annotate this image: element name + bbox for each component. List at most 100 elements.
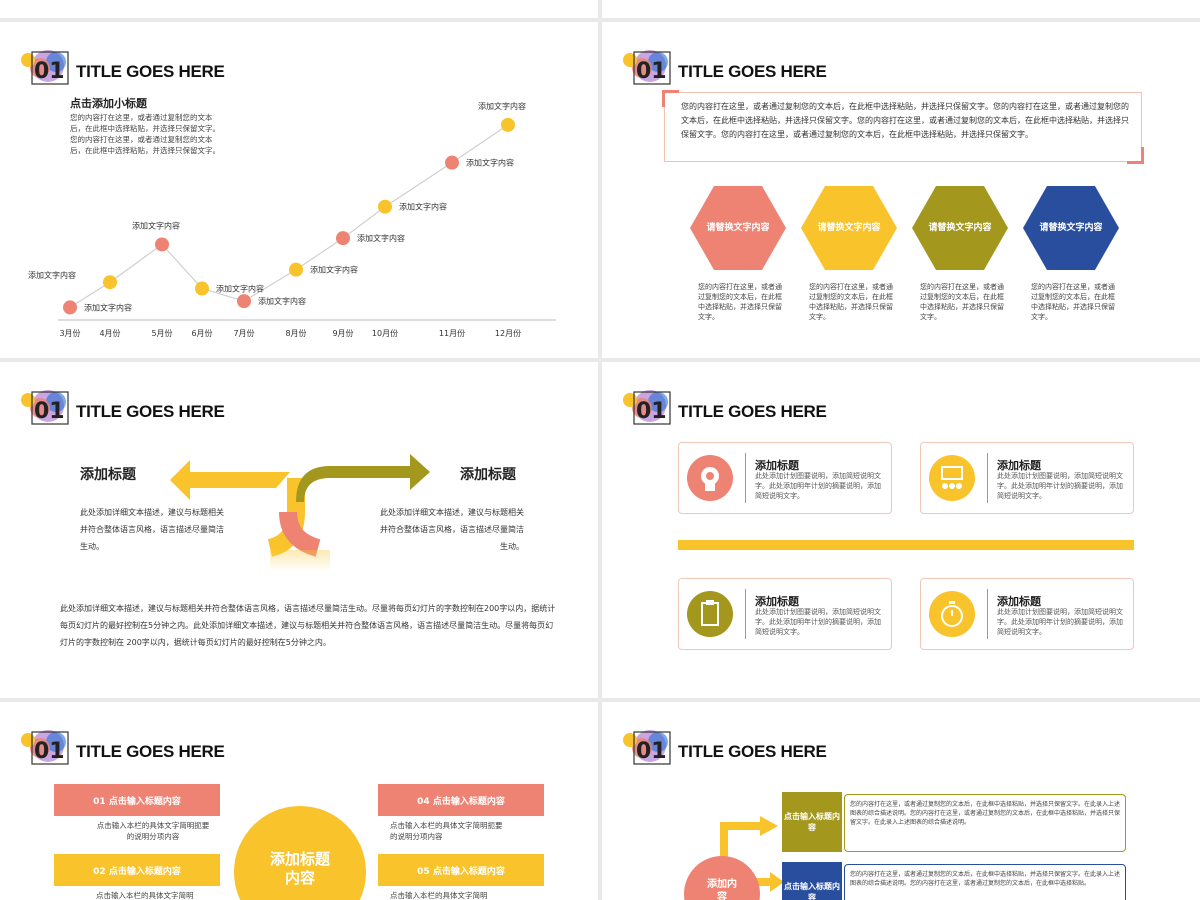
- card-body: 此处添加计划图要说明，添加简短说明文字。此处添加明年计划的摘要说明，添加简短说明…: [755, 608, 881, 636]
- data-point: [289, 262, 303, 277]
- series-line: [69, 124, 509, 308]
- x-tick-label: 9月份: [332, 328, 353, 338]
- frame-corner-tl: [662, 90, 679, 107]
- hexagon-desc-1: 您的内容打在这里，或者通过复制您的文本后，在此框中选择粘贴，并选择只保留文字。: [698, 283, 782, 321]
- card-body: 此处添加计划图要说明，添加简短说明文字。此处添加明年计划的摘要说明，添加简短说明…: [997, 472, 1123, 500]
- slide-title: TITLE GOES HERE: [678, 402, 827, 421]
- point-label: 添加文字内容: [216, 284, 264, 294]
- divider: [745, 453, 746, 503]
- x-tick-label: 7月份: [233, 328, 254, 338]
- slide-title: TITLE GOES HERE: [76, 742, 225, 761]
- point-label: 添加文字内容: [310, 265, 358, 275]
- point-label: 添加文字内容: [399, 202, 447, 212]
- intertwined-arrows-icon: [170, 454, 430, 572]
- divider: [745, 589, 746, 639]
- bar-04[interactable]: 04 点击输入标题内容: [378, 784, 544, 816]
- card-title: 添加标题: [997, 595, 1041, 608]
- card-title: 添加标题: [755, 459, 799, 472]
- hexagon-desc-2: 您的内容打在这里，或者通过复制您的文本后，在此框中选择粘贴，并选择只保留文字。: [809, 283, 893, 321]
- slide-title: TITLE GOES HERE: [678, 62, 827, 81]
- slide-partial-top-left[interactable]: [0, 0, 598, 18]
- data-point: [501, 117, 515, 132]
- flow-circle-label: 添加内容: [707, 879, 737, 900]
- point-label: 添加文字内容: [132, 220, 180, 230]
- slide-bars-circle[interactable]: 01 TITLE GOES HERE 添加标题内容 01 点击输入标题内容 点击…: [0, 702, 598, 900]
- hexagon-1[interactable]: 请替换文字内容: [690, 186, 786, 270]
- flow-box-2[interactable]: 点击输入标题内容: [782, 862, 842, 900]
- slide-number: 01: [34, 399, 65, 424]
- logo-splash-icon: [21, 730, 69, 765]
- x-tick-label: 5月份: [151, 328, 172, 338]
- slide-title: TITLE GOES HERE: [678, 742, 827, 761]
- card-title: 添加标题: [997, 459, 1041, 472]
- left-body: 此处添加详细文本描述，建议与标题相关并符合整体语言风格，语言描述尽量简洁生动。: [80, 508, 224, 551]
- point-label: 添加文字内容: [478, 101, 526, 111]
- frame-text: 您的内容打在这里，或者通过复制您的文本后，在此框中选择粘贴，并选择只保留文字。您…: [681, 102, 1129, 139]
- presentation-icon: [929, 455, 975, 501]
- data-point: [155, 237, 169, 252]
- data-point: [445, 155, 459, 170]
- bar-01-desc: 点击输入本栏的具体文字简明扼要的说明分项内容: [96, 821, 210, 841]
- card-body: 此处添加计划图要说明，添加简短说明文字。此处添加明年计划的摘要说明，添加简短说明…: [755, 472, 881, 500]
- slide-line-chart[interactable]: 01 TITLE GOES HERE 点击添加小标题 您的内容打在这里，或者通过…: [0, 22, 598, 358]
- data-point: [103, 275, 117, 290]
- bar-02[interactable]: 02 点击输入标题内容: [54, 854, 220, 886]
- data-point: [63, 300, 77, 315]
- logo-splash-icon: [21, 50, 69, 85]
- hexagon-desc-4: 您的内容打在这里，或者通过复制您的文本后，在此框中选择粘贴，并选择只保留文字。: [1031, 283, 1115, 321]
- x-tick-label: 8月份: [285, 328, 306, 338]
- hexagon-2[interactable]: 请替换文字内容: [801, 186, 897, 270]
- card-1[interactable]: 添加标题 此处添加计划图要说明，添加简短说明文字。此处添加明年计划的摘要说明，添…: [678, 442, 892, 514]
- flow-text-1: 您的内容打在这里，或者通过复制您的文本后，在此框中选择粘贴，并选择只保留文字。在…: [844, 794, 1126, 852]
- logo-splash-icon: [623, 390, 671, 425]
- data-point: [378, 199, 392, 214]
- slide-number: 01: [34, 59, 65, 84]
- yellow-divider-bar: [678, 540, 1134, 550]
- bar-05[interactable]: 05 点击输入标题内容: [378, 854, 544, 886]
- left-title: 添加标题: [80, 467, 136, 483]
- card-title: 添加标题: [755, 595, 799, 608]
- slide-cards[interactable]: 01 TITLE GOES HERE 添加标题 此处添加计划图要说明，添加简短说…: [602, 362, 1200, 698]
- point-label: 添加文字内容: [466, 158, 514, 168]
- slide-flow[interactable]: 01 TITLE GOES HERE 添加内容 点击输入标题内容 您的内容打在这…: [602, 702, 1200, 900]
- slide-partial-top-right[interactable]: [602, 0, 1200, 18]
- center-label: 添加标题内容: [269, 850, 330, 887]
- divider: [987, 453, 988, 503]
- text-frame: 您的内容打在这里，或者通过复制您的文本后，在此框中选择粘贴，并选择只保留文字。您…: [662, 90, 1144, 164]
- card-4[interactable]: 添加标题 此处添加计划图要说明，添加简短说明文字。此处添加明年计划的摘要说明，添…: [920, 578, 1134, 650]
- bar-04-desc: 点击输入本栏的具体文字简明扼要的说明分项内容: [390, 821, 503, 841]
- flow-text-2: 您的内容打在这里，或者通过复制您的文本后，在此框中选择粘贴，并选择只保留文字。在…: [844, 864, 1126, 900]
- clipboard-icon: [687, 591, 733, 637]
- line-chart: 添加文字内容 3月份 添加文字内容 4月份 添加文字内容 5月份 添加文字内容 6月份 添加文字…: [28, 101, 556, 338]
- bar-02-desc: 点击输入本栏的具体文字简明: [96, 891, 194, 900]
- slide-arrows[interactable]: 01 TITLE GOES HERE 添加标题 此处添加详细文本描述，建议与标题…: [0, 362, 598, 698]
- x-tick-label: 12月份: [495, 328, 521, 338]
- x-tick-label: 11月份: [439, 328, 465, 338]
- data-point: [195, 281, 209, 296]
- slide-number: 01: [636, 399, 667, 424]
- head-gear-icon: [687, 455, 733, 501]
- bar-05-desc: 点击输入本栏的具体文字简明: [390, 891, 488, 900]
- point-label: 添加文字内容: [84, 302, 132, 312]
- flow-box-1[interactable]: 点击输入标题内容: [782, 792, 842, 852]
- x-tick-label: 4月份: [99, 328, 120, 338]
- data-point: [237, 294, 251, 309]
- logo-splash-icon: [21, 390, 69, 425]
- chart-subtitle: 点击添加小标题: [70, 97, 147, 110]
- card-2[interactable]: 添加标题 此处添加计划图要说明，添加简短说明文字。此处添加明年计划的摘要说明，添…: [920, 442, 1134, 514]
- bottom-body: 此处添加详细文本描述，建议与标题相关并符合整体语言风格，语言描述尽量简洁生动。尽…: [60, 604, 556, 647]
- divider: [987, 589, 988, 639]
- hexagon-3[interactable]: 请替换文字内容: [912, 186, 1008, 270]
- slide-number: 01: [636, 59, 667, 84]
- card-body: 此处添加计划图要说明，添加简短说明文字。此处添加明年计划的摘要说明，添加简短说明…: [997, 608, 1123, 636]
- point-label: 添加文字内容: [258, 296, 306, 306]
- card-3[interactable]: 添加标题 此处添加计划图要说明，添加简短说明文字。此处添加明年计划的摘要说明，添…: [678, 578, 892, 650]
- bar-01[interactable]: 01 点击输入标题内容: [54, 784, 220, 816]
- hexagon-4[interactable]: 请替换文字内容: [1023, 186, 1119, 270]
- point-label: 添加文字内容: [28, 270, 76, 280]
- slide-hexagons[interactable]: 01 TITLE GOES HERE 您的内容打在这里，或者通过复制您的文本后，…: [602, 22, 1200, 358]
- right-title: 添加标题: [460, 467, 516, 483]
- hexagon-desc-3: 您的内容打在这里，或者通过复制您的文本后，在此框中选择粘贴，并选择只保留文字。: [920, 283, 1004, 321]
- chart-body: 您的内容打在这里，或者通过复制您的文本 后，在此框中选择粘贴，并选择只保留文字。 …: [70, 113, 220, 155]
- slide-title: TITLE GOES HERE: [76, 62, 225, 81]
